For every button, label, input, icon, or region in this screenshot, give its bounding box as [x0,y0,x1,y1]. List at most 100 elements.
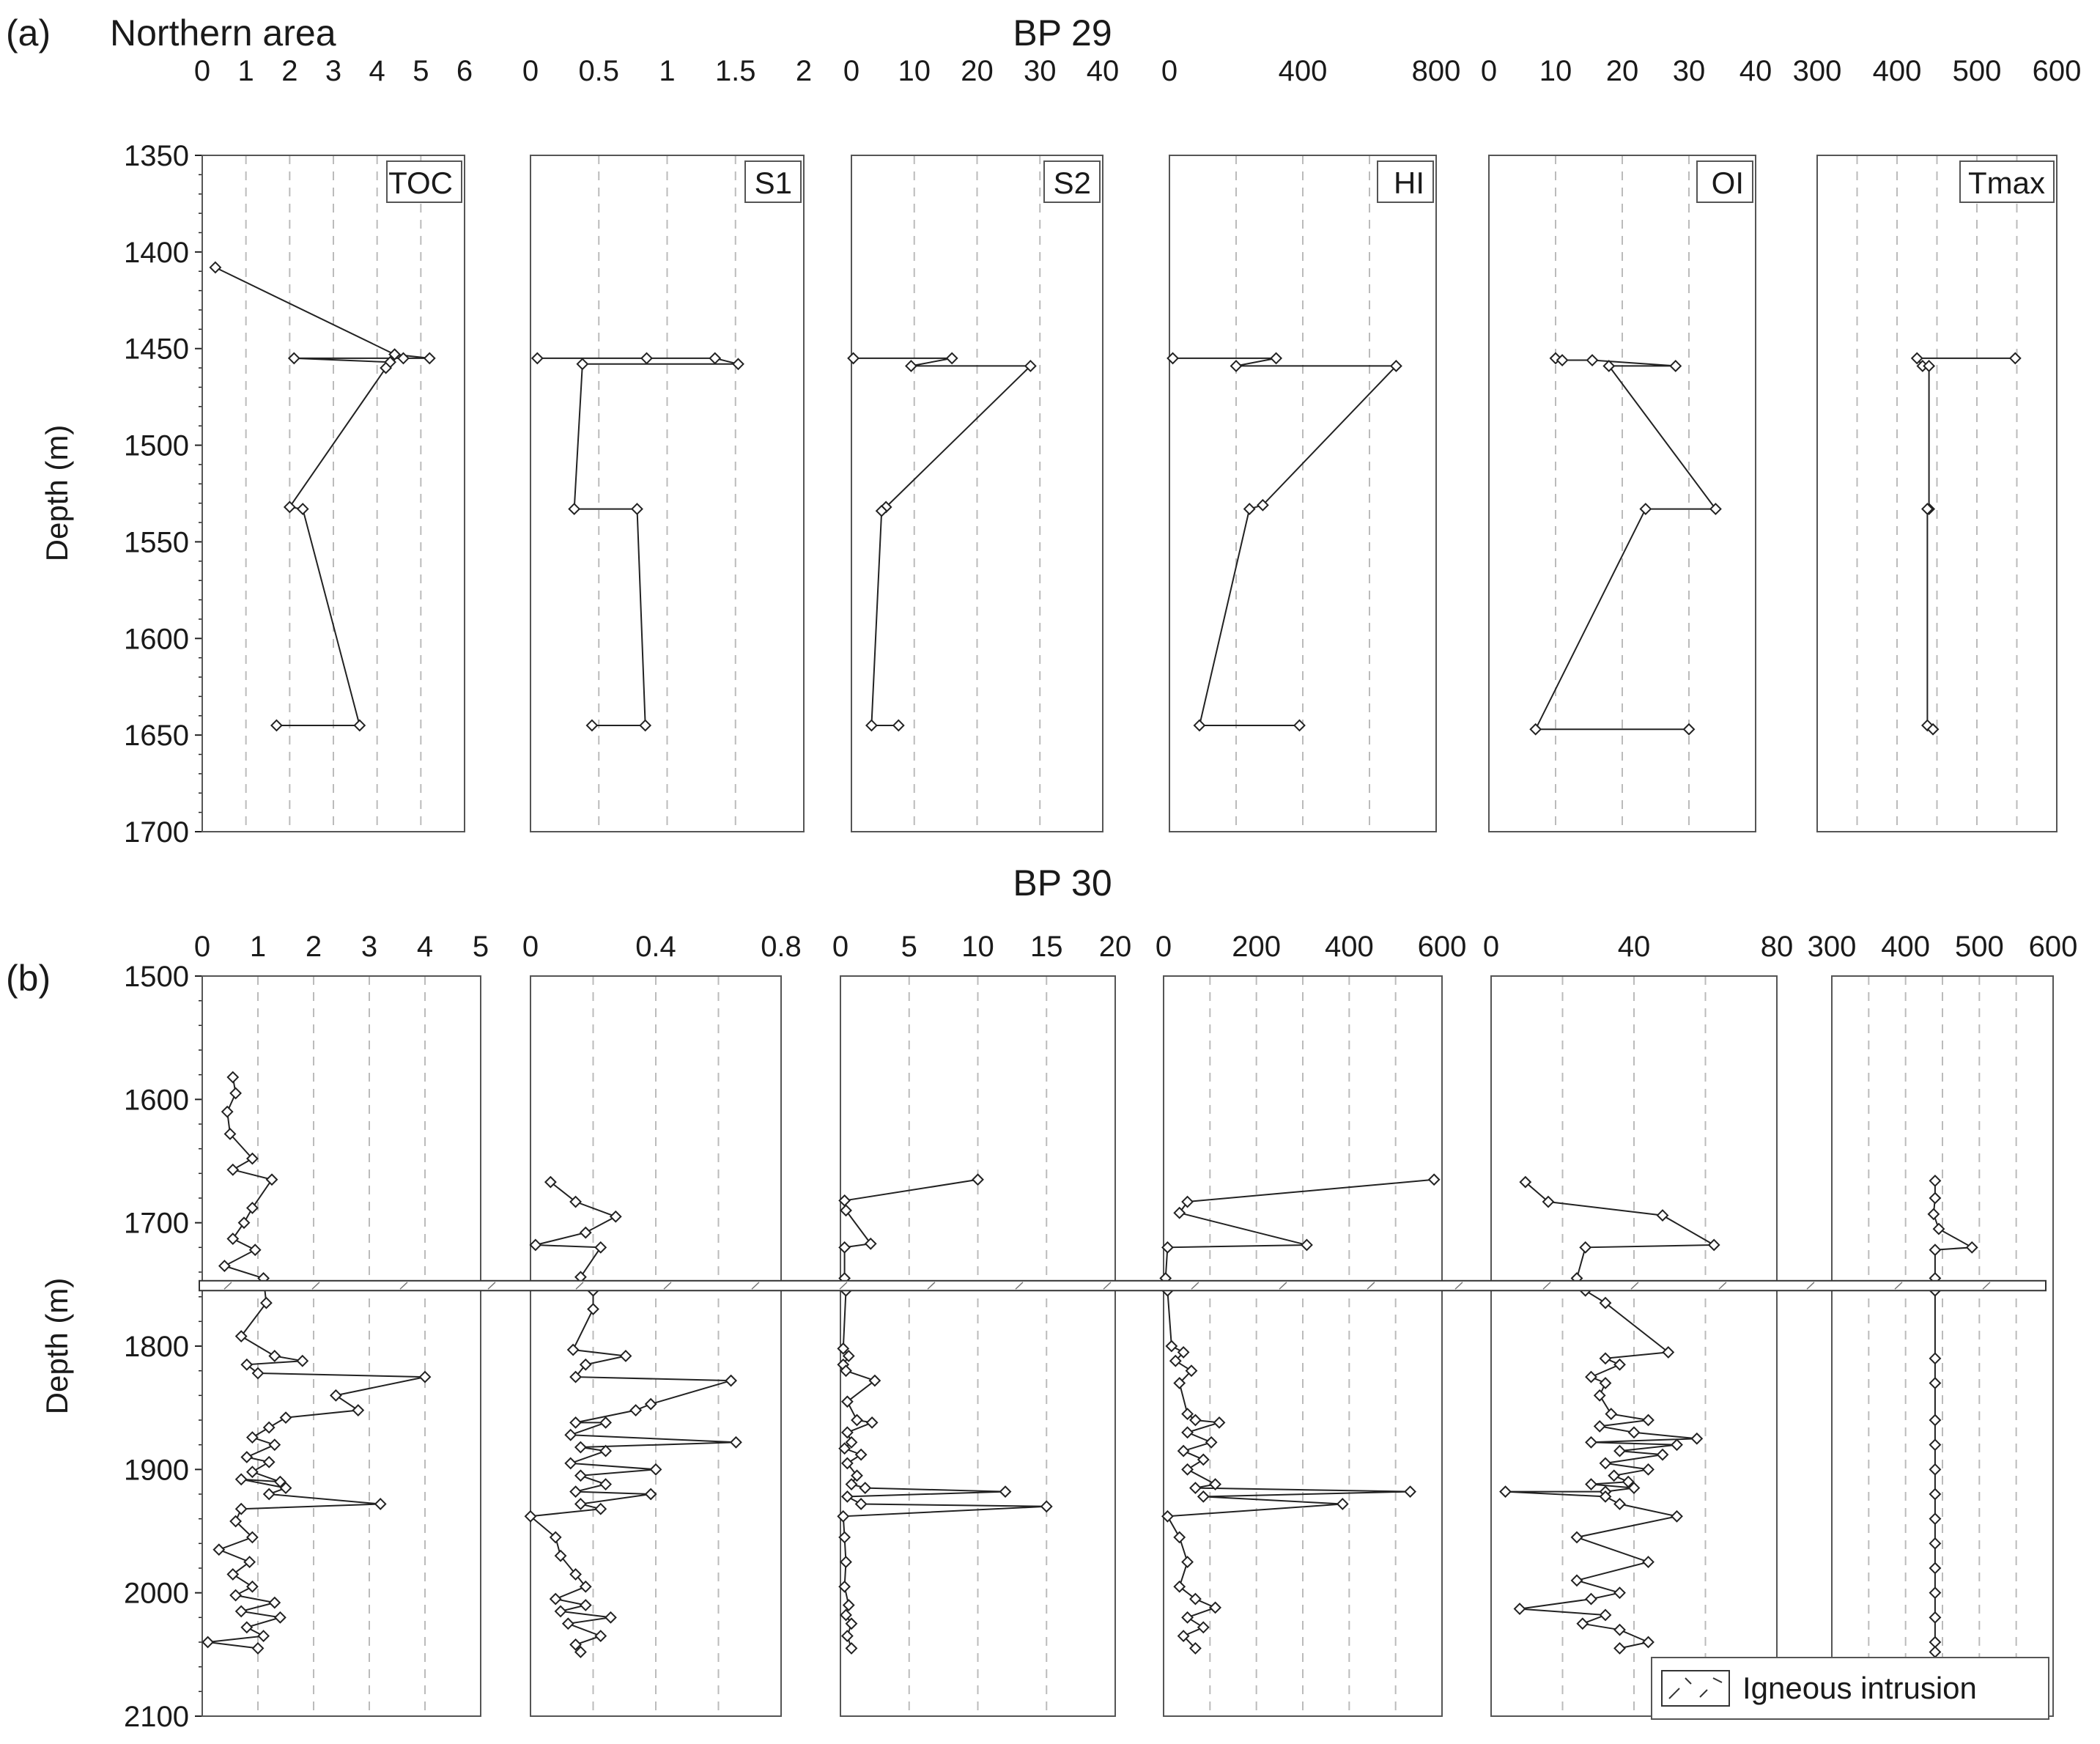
data-point [732,358,744,371]
data-point [1181,1463,1194,1476]
x-tick-label: 1 [238,55,254,87]
data-point [561,1617,574,1630]
data-point [569,1370,582,1383]
y-tick-label: 2100 [124,1701,189,1733]
data-point [1622,1475,1635,1488]
data-point [609,1210,622,1223]
data-point [283,500,296,514]
panel-oi: 0 10 20 30 40 OI [1481,55,1772,832]
panel-frame [202,155,465,832]
data-point [579,1599,592,1611]
data-point [251,1642,265,1655]
data-point [1921,503,1934,516]
data-point [1671,1510,1683,1523]
data-point [576,358,589,371]
data-point [1608,1469,1621,1482]
data-point [1542,1195,1555,1208]
data-point [273,1475,286,1488]
data-point [579,1580,592,1593]
x-tick-label: 0 [194,55,210,87]
data-point [574,1646,587,1658]
data-point [568,503,581,516]
x-tick-label: 1 [659,55,675,87]
data-point [237,1216,251,1230]
y-axis-title: Depth (m) [40,1278,74,1415]
panel-b-label: (b) [6,958,51,999]
x-tick-label: 400 [1873,55,1922,87]
param-label: HI [1394,166,1424,200]
data-point [1585,1370,1597,1383]
x-tick-label: 0 [522,931,539,963]
data-point [1181,1556,1194,1568]
data-point [840,1630,854,1642]
x-tick-label: 20 [1606,55,1639,87]
x-tick-label: 10 [1539,55,1572,87]
data-point [1929,1352,1942,1365]
data-point [397,352,410,365]
x-tick-label: 600 [2029,931,2078,963]
x-tick-label: 600 [1418,931,1467,963]
data-point [1929,1414,1942,1427]
data-point [245,1531,259,1544]
x-tick-label: 1 [250,931,266,963]
data-point [851,1469,863,1482]
x-tick-label: 1.5 [715,55,756,87]
x-tick-label: 0.4 [635,931,676,963]
y-tick-label: 1900 [124,1454,189,1486]
data-point [1929,1438,1942,1452]
data-point [1293,719,1306,732]
data-point [265,1173,278,1186]
data-point [629,1404,643,1416]
intrusion-hatch [1191,1282,1199,1290]
data-point [530,352,544,365]
panel-frame [1163,975,1443,1717]
data-point [1570,1574,1583,1587]
x-tick-label: 0.5 [578,55,619,87]
y-tick-label: 1400 [124,237,189,269]
x-tick-label: 400 [1325,931,1374,963]
data-point [418,1370,432,1383]
y-tick-label: 1350 [124,140,189,172]
data-point [1404,1485,1416,1499]
y-tick-label: 1700 [124,816,189,849]
data-point [594,1502,607,1515]
panel-toc: 0 1 2 3 4 5 [194,931,489,1717]
data-point [1593,1420,1606,1433]
data-point [639,719,652,732]
data-point [644,1397,657,1411]
x-tick-label: 2 [796,55,812,87]
data-point [1209,1478,1221,1490]
panel-s2: 0 5 10 15 20 [832,931,1131,1717]
param-label: S2 [1054,166,1091,200]
chart-b-title: BP 30 [1013,862,1112,904]
data-point [875,504,888,517]
intrusion-hatch [1982,1282,1991,1290]
data-point [2008,352,2022,365]
data-point [845,1617,858,1630]
data-point [594,1241,607,1254]
data-point [549,1531,562,1544]
data-point [1929,1488,1942,1501]
data-point [1642,1636,1655,1649]
legend-box [1651,1657,2049,1720]
data-point [837,1342,850,1355]
data-point [1189,1592,1202,1606]
data-point [1205,1436,1218,1449]
panel-frame [530,155,805,832]
data-point [388,348,401,361]
data-point [1599,1608,1612,1622]
x-tick-label: 300 [1808,931,1857,963]
y-tick-label: 1800 [124,1331,189,1363]
panel-frame [530,975,782,1717]
data-point [1929,1512,1942,1526]
data-point [529,1238,542,1252]
data-point [840,1426,854,1439]
data-point [423,352,436,365]
data-point [554,1605,567,1618]
data-point [1024,360,1037,372]
data-point [569,1416,582,1429]
data-point [1627,1482,1641,1494]
data-point [864,1237,877,1250]
data-point [1671,1438,1683,1452]
data-point [631,503,643,516]
